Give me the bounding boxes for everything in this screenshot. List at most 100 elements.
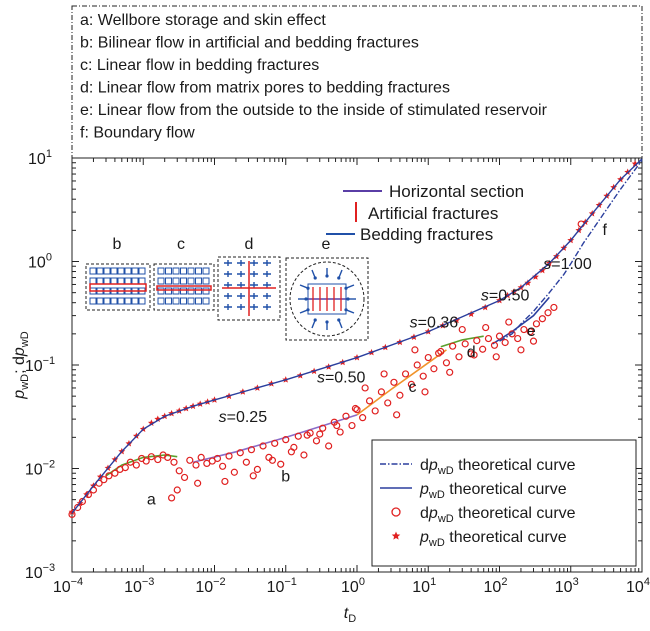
schematic-b-cell	[110, 267, 118, 275]
pwD-point	[524, 279, 532, 286]
fit-b-line	[192, 414, 358, 463]
pwD-theory-line	[71, 158, 643, 514]
pwD-point	[154, 415, 162, 423]
legend-label-3: pwD theoretical curve	[419, 529, 567, 549]
legend-label-bedding-fractures: Bedding fractures	[360, 225, 493, 244]
dpwD-point	[277, 460, 285, 468]
dpwD-point	[446, 368, 454, 376]
dpwD-point	[380, 370, 388, 378]
slope-label-4: s=1.00	[543, 256, 592, 273]
regime-label-b: b	[281, 468, 290, 485]
slope-label-3: s=0.50	[481, 287, 530, 304]
schematic-e-arrowhead	[325, 274, 329, 278]
regime-text-2: c: Linear flow in bedding fractures	[80, 57, 319, 74]
dpwD-point	[505, 318, 513, 326]
dpwD-point	[300, 451, 308, 459]
schematic-b-cell	[131, 267, 139, 275]
schematic-c-cell	[172, 297, 180, 305]
dpwD-point	[221, 477, 229, 486]
schematic-e-arrowhead	[344, 286, 348, 290]
schematic-d-arrow	[237, 271, 245, 277]
schematic-c-cell	[187, 287, 195, 295]
dpwD-point	[407, 380, 415, 388]
regime-text-5: f: Boundary flow	[80, 125, 195, 142]
schematic-e-arrowhead	[337, 276, 341, 280]
dpwD-point	[517, 346, 525, 354]
y-axis-label: pwD; dpwD	[11, 331, 31, 399]
dpwD-point	[105, 472, 113, 480]
theory-curves	[71, 158, 643, 514]
dpwD-point	[401, 370, 410, 378]
dpwD-point	[121, 464, 129, 472]
regime-text-3: d: Linear flow from matrix pores to bedd…	[80, 80, 450, 97]
schematic-diagrams: b c d e	[85, 236, 369, 341]
dpwD-point	[351, 404, 360, 413]
dpwD-point	[492, 353, 500, 361]
series-legend-frame	[371, 439, 637, 567]
schematic-e-arrowhead	[337, 318, 341, 322]
series-legend: dpwD theoretical curve pwD theoretical cu…	[371, 439, 637, 567]
schematic-d-arrow	[237, 293, 245, 299]
dpwD-point	[473, 337, 481, 345]
slope-label-1: s=0.50	[317, 369, 366, 386]
schematic-e-arrowhead	[313, 276, 317, 280]
schematic-d-arrow	[237, 304, 245, 310]
dpwD-point	[336, 428, 344, 436]
pwD-point	[532, 273, 539, 280]
schematic-b-fracture	[89, 283, 147, 292]
dpwD-point	[430, 365, 438, 373]
dpwD-point	[377, 388, 385, 396]
dpwD-point	[100, 476, 108, 484]
legend-label-0: dpwD theoretical curve	[420, 457, 576, 477]
schematic-b-cell	[117, 297, 125, 305]
schematic-c-cell	[165, 297, 172, 305]
dpwD-point	[194, 479, 202, 487]
dpwD-point	[455, 353, 463, 361]
regime-label-a: a	[147, 491, 156, 508]
dpwD-point	[411, 346, 419, 354]
dpwD-point	[132, 461, 140, 469]
schematic-c-cell	[202, 297, 210, 305]
legend-label-artificial-fractures: Artificial fractures	[368, 204, 498, 223]
schematic-c-cell	[187, 297, 195, 305]
schematic-b-cell	[103, 267, 111, 275]
dpwD-point	[173, 486, 181, 494]
schematic-c-cell	[202, 287, 210, 295]
schematic-c-cell	[195, 287, 202, 295]
schematic-label-e: e	[322, 236, 331, 253]
y-tick-labels: 10−3 10−2 10−1 100 101	[25, 148, 55, 582]
schematic-c-cell	[180, 287, 187, 295]
dpwD-point	[396, 391, 404, 399]
dpwD-point	[247, 446, 256, 454]
regime-text-1: b: Bilinear flow in artificial and beddi…	[80, 35, 419, 52]
x-axis-label: tD	[344, 605, 356, 625]
slope-label-2: s=0.36	[410, 315, 459, 332]
schematic-d-arrow	[263, 282, 271, 288]
schematic-d-arrow	[263, 271, 271, 277]
schematic-b-cell	[96, 297, 104, 305]
dpwD-point	[424, 353, 432, 362]
x-tick-labels: 10−4 10−3 10−2 10−1 100 101 102 103 104	[53, 576, 650, 596]
schematic-c-cell	[202, 267, 210, 275]
schematic-c-cell	[187, 277, 195, 285]
schematic-d-arrow	[224, 260, 232, 266]
x-tick-label: 10−3	[124, 576, 154, 596]
legend-swatch-dpwD-data	[391, 507, 401, 517]
schematic-c-cell	[172, 277, 180, 285]
schematic-e-srv	[307, 283, 347, 315]
schematic-label-d: d	[245, 236, 254, 253]
dpwD-point	[154, 455, 162, 464]
dpwD-point	[484, 334, 493, 343]
dpwD-point	[312, 437, 321, 445]
dpwD-point	[74, 503, 82, 512]
dpwD-point	[147, 453, 155, 461]
schematic-b-cell	[89, 267, 97, 275]
schematic-b-cell	[89, 297, 97, 305]
schematic-c-cell	[187, 267, 195, 275]
dpwD-point	[186, 456, 194, 464]
dpwD-point	[371, 407, 379, 415]
dpwD-point	[175, 467, 183, 475]
dpwD-point	[168, 494, 176, 502]
y-tick-label: 10−1	[25, 355, 55, 375]
